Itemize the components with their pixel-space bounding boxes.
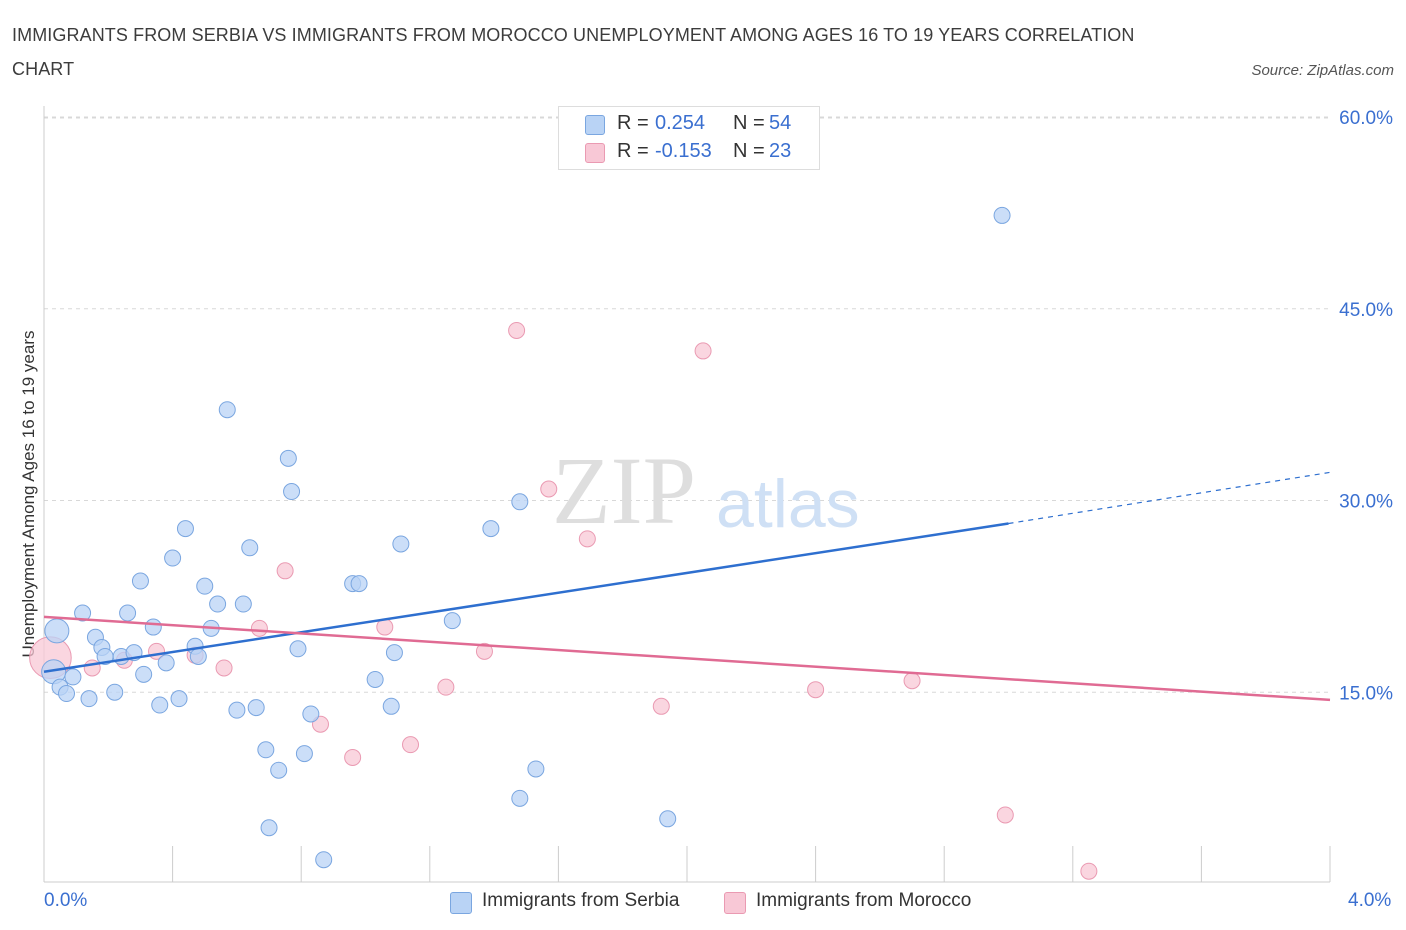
serbia-point [135,665,153,683]
serbia-point [74,604,92,622]
morocco-point [402,736,420,754]
serbia-point [44,618,70,644]
morocco-points [29,321,1098,880]
serbia-point [241,539,259,557]
serbia-point [511,493,529,511]
morocco-point [540,480,558,498]
morocco-point [475,642,493,660]
morocco-point [996,806,1014,824]
serbia-point [993,206,1011,224]
n-label: N = [733,140,765,162]
serbia-point [176,520,194,538]
watermark-zip: ZIP [552,437,696,544]
serbia-point [58,685,76,703]
serbia-swatch [450,892,472,914]
serbia-point [131,572,149,590]
stats-legend: R = 0.254 N = 54 R = -0.153 N = 23 [558,106,820,170]
legend-label: Immigrants from Serbia [482,890,680,911]
serbia-point [283,483,301,501]
serbia-point [527,760,545,778]
serbia-point [295,745,313,763]
morocco-point [508,321,526,339]
r-label: R = [617,140,649,162]
y-tick-label: 45.0% [1339,300,1393,321]
serbia-point [257,741,275,759]
morocco-point [437,678,455,696]
serbia-point [218,401,236,419]
serbia-point [260,819,278,837]
serbia-point [196,577,214,595]
y-tick-label: 15.0% [1339,683,1393,704]
n-value: 23 [769,140,792,162]
y-tick-label: 30.0% [1339,492,1393,513]
r-value: -0.153 [655,140,712,162]
serbia-point [119,604,137,622]
r-label: R = [617,112,649,134]
morocco-trend-line [43,615,1331,702]
y-tick-labels: 15.0% 30.0% 45.0% 60.0% [1339,108,1393,704]
serbia-point [350,575,368,593]
r-value: 0.254 [655,112,706,134]
n-value: 54 [769,112,792,134]
serbia-point [302,705,320,723]
legend-label: Immigrants from Morocco [756,890,972,911]
serbia-point [482,520,500,538]
serbia-point [151,696,169,714]
morocco-point [344,748,362,766]
serbia-point [247,699,265,717]
serbia-point [144,618,162,636]
morocco-point [276,562,294,580]
serbia-point [234,595,252,613]
serbia-point [366,670,384,688]
serbia-point [511,789,529,807]
morocco-point [578,530,596,548]
morocco-swatch [585,143,605,163]
morocco-point [903,672,921,690]
morocco-point [694,342,712,360]
serbia-swatch [585,115,605,135]
chart-title: IMMIGRANTS FROM SERBIA VS IMMIGRANTS FRO… [12,25,1135,79]
morocco-point [250,619,268,637]
serbia-point [80,690,98,708]
serbia-point [315,851,333,869]
morocco-swatch [724,892,746,914]
serbia-point [385,644,403,662]
serbia-point [209,595,227,613]
trend-lines [43,471,1331,702]
morocco-point [807,681,825,699]
serbia-point [279,449,297,467]
serbia-point [228,701,246,719]
serbia-point [64,668,82,686]
x-tick-label-min: 0.0% [44,890,88,911]
serbia-point [659,810,677,828]
watermark-atlas: atlas [716,466,860,542]
serbia-point [164,549,182,567]
serbia-point [106,683,124,701]
source-credit: Source: ZipAtlas.com [1251,62,1394,79]
serbia-point [289,640,307,658]
x-tick-label-max: 4.0% [1348,890,1392,911]
axes [43,106,1331,883]
serbia-trend-line [43,522,1009,674]
morocco-point [1080,862,1098,880]
serbia-point [189,647,207,665]
serbia-point [270,761,288,779]
serbia-point [392,535,410,553]
morocco-point [652,697,670,715]
n-label: N = [733,112,765,134]
serbia-point [443,612,461,630]
y-tick-label: 60.0% [1339,108,1393,129]
serbia-point [170,690,188,708]
serbia-trend-extension [1008,471,1331,525]
y-axis-label: Unemployment Among Ages 16 to 19 years [19,331,38,658]
serbia-point [157,654,175,672]
serbia-point [382,697,400,715]
morocco-point [215,659,233,677]
serbia-points [41,206,1011,869]
